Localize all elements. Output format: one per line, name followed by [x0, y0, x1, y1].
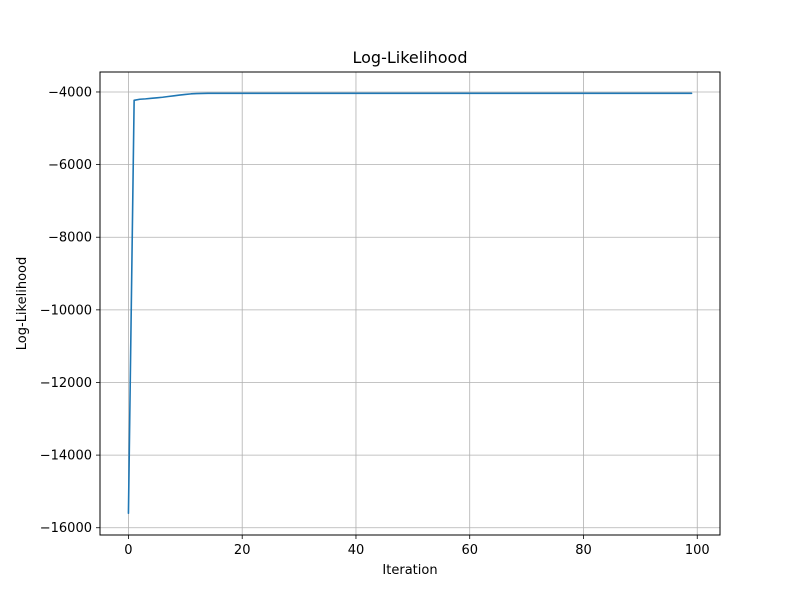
y-tick-label: −10000 — [40, 303, 92, 318]
plot-frame — [99, 71, 721, 536]
y-tick-label: −8000 — [48, 231, 92, 246]
x-tick-label: 0 — [124, 543, 132, 558]
series-line — [127, 92, 693, 515]
grid — [100, 72, 720, 535]
series-layer — [127, 92, 693, 515]
plot-area — [100, 72, 720, 535]
x-axis-label: Iteration — [382, 563, 437, 578]
y-axis-label: Log-Likelihood — [15, 257, 30, 350]
chart-title: Log-Likelihood — [352, 48, 467, 67]
y-tick-label: −12000 — [40, 376, 92, 391]
y-tick-label: −6000 — [48, 158, 92, 173]
x-tick-label: 80 — [575, 543, 592, 558]
y-tick-label: −14000 — [40, 449, 92, 464]
y-tick-label: −16000 — [40, 521, 92, 536]
x-tick-label: 40 — [348, 543, 365, 558]
x-tick-label: 100 — [685, 543, 710, 558]
ticks: 0 20 40 60 80 100 −16000 −14000 −12000 −10000 −800… — [40, 85, 710, 558]
y-tick-label: −4000 — [48, 85, 92, 100]
x-tick-label: 20 — [234, 543, 251, 558]
x-tick-label: 60 — [461, 543, 478, 558]
